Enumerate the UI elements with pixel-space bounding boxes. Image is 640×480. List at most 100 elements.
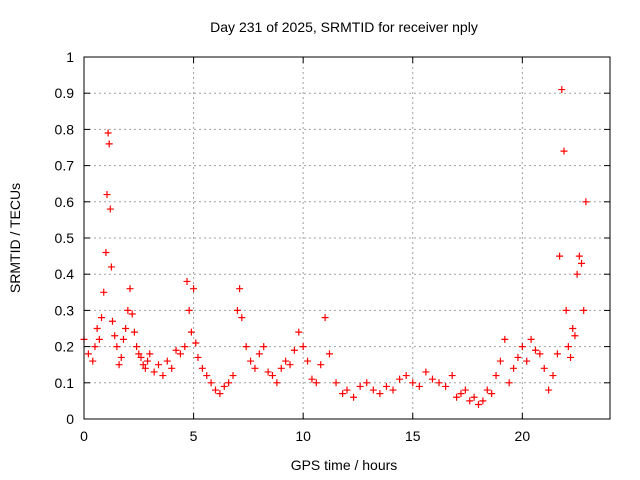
data-point: [220, 382, 228, 390]
data-point: [216, 390, 224, 398]
data-point: [488, 390, 496, 398]
data-point: [564, 343, 572, 351]
data-point: [505, 379, 513, 387]
data-point: [376, 390, 384, 398]
data-point: [312, 379, 320, 387]
data-point: [115, 361, 123, 369]
y-axis-label: SRMTID / TECUs: [7, 183, 23, 293]
data-point: [343, 386, 351, 394]
data-point: [466, 397, 474, 405]
data-point: [163, 357, 171, 365]
data-point: [470, 393, 478, 401]
data-point: [523, 357, 531, 365]
x-tick-label: 5: [190, 428, 198, 444]
data-point: [198, 364, 206, 372]
data-point: [268, 372, 276, 380]
data-point: [141, 364, 149, 372]
axis-ticks: [83, 56, 610, 420]
data-point: [89, 357, 97, 365]
data-point: [146, 350, 154, 358]
data-point: [159, 372, 167, 380]
data-point: [192, 339, 200, 347]
data-point: [119, 335, 127, 343]
data-point: [483, 386, 491, 394]
data-point: [356, 382, 364, 390]
data-point: [428, 375, 436, 383]
chart-title: Day 231 of 2025, SRMTID for receiver npl…: [210, 19, 478, 35]
data-point: [242, 343, 250, 351]
data-point: [111, 332, 119, 340]
data-point: [155, 361, 163, 369]
data-point: [453, 393, 461, 401]
data-point: [181, 343, 189, 351]
data-point: [233, 306, 241, 314]
data-point: [108, 317, 116, 325]
data-point: [540, 364, 548, 372]
data-point: [106, 205, 114, 213]
data-point: [536, 350, 544, 358]
data-point: [102, 248, 110, 256]
x-tick-label: 0: [80, 428, 88, 444]
data-point: [304, 357, 312, 365]
x-axis-label: GPS time / hours: [291, 457, 398, 473]
data-point: [144, 357, 152, 365]
data-point: [317, 361, 325, 369]
data-point: [332, 379, 340, 387]
data-point: [130, 328, 138, 336]
data-point: [461, 386, 469, 394]
y-tick-label: 0.1: [55, 375, 75, 391]
data-point: [350, 393, 358, 401]
data-point: [203, 372, 211, 380]
y-tick-label: 0.3: [55, 302, 75, 318]
data-point: [582, 198, 590, 206]
data-point: [113, 343, 121, 351]
data-point: [290, 346, 298, 354]
data-point: [580, 306, 588, 314]
y-tick-label: 0.4: [55, 266, 75, 282]
tick-labels: 00.10.20.30.40.50.60.70.80.910 5 10 15 20: [55, 49, 531, 444]
data-point: [457, 390, 465, 398]
data-point: [339, 390, 347, 398]
data-point: [93, 325, 101, 332]
data-point: [286, 361, 294, 369]
data-point: [128, 310, 136, 318]
data-point: [122, 325, 130, 332]
data-point: [105, 140, 113, 148]
data-point: [126, 285, 134, 293]
y-tick-label: 0.6: [55, 194, 75, 210]
data-point: [255, 350, 263, 358]
data-point: [264, 368, 272, 376]
data-point: [225, 379, 233, 387]
data-point: [187, 328, 195, 336]
data-point: [435, 379, 443, 387]
data-point: [492, 372, 500, 380]
data-point: [172, 346, 180, 354]
x-tick-label: 15: [405, 428, 421, 444]
data-point: [299, 343, 307, 351]
data-point: [137, 353, 145, 361]
data-point: [236, 285, 244, 293]
data-point: [527, 335, 535, 343]
data-point: [150, 368, 158, 376]
data-point: [567, 353, 575, 361]
y-tick-label: 0.8: [55, 121, 75, 137]
x-tick-label: 10: [295, 428, 311, 444]
data-point: [308, 375, 316, 383]
data-point: [104, 129, 112, 137]
data-points: [80, 86, 590, 409]
data-point: [176, 350, 184, 358]
y-tick-label: 0.2: [55, 339, 75, 355]
data-point: [573, 270, 581, 278]
data-point: [396, 375, 404, 383]
data-point: [100, 288, 108, 296]
data-point: [415, 382, 423, 390]
data-point: [569, 325, 577, 332]
data-point: [578, 259, 586, 267]
data-point: [402, 372, 410, 380]
data-point: [84, 350, 92, 358]
data-point: [98, 314, 106, 322]
y-tick-label: 0.7: [55, 158, 75, 174]
y-tick-label: 0.5: [55, 230, 75, 246]
data-point: [510, 364, 518, 372]
data-point: [135, 350, 143, 358]
